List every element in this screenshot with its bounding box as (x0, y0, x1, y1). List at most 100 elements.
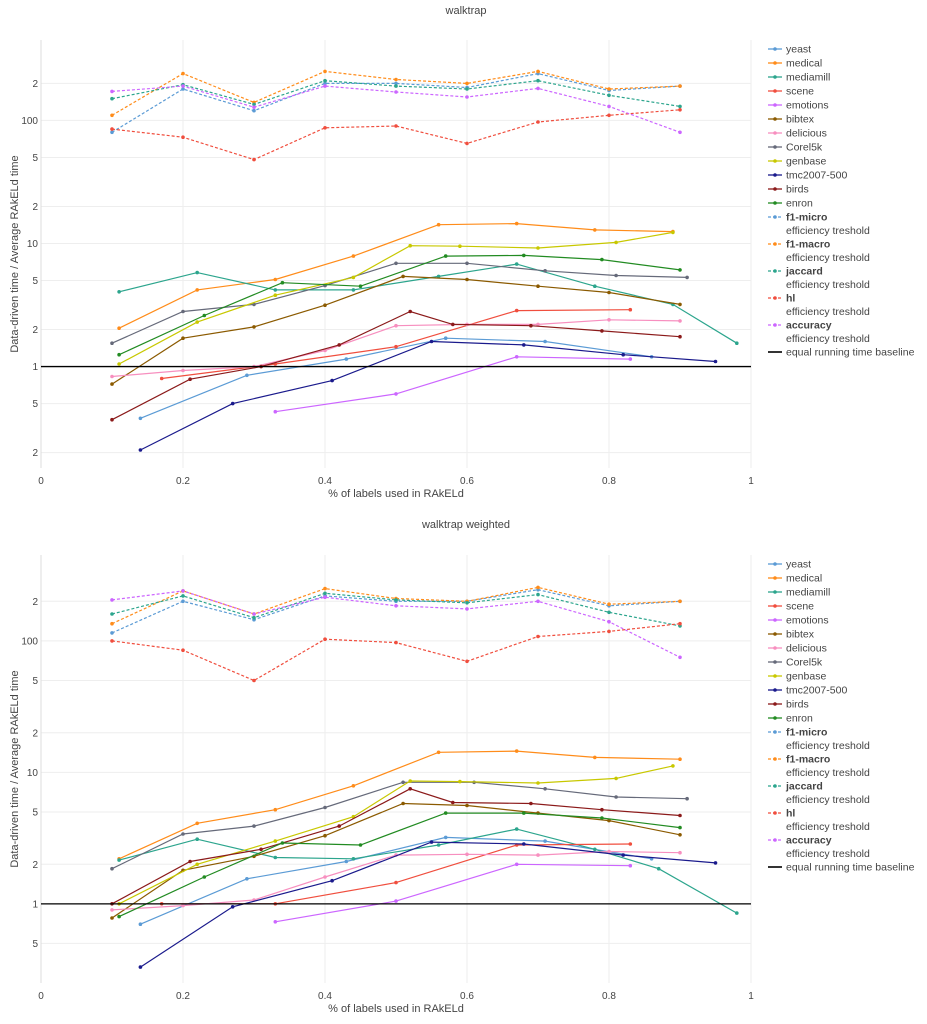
legend-item-corel5k[interactable]: Corel5k (768, 142, 823, 154)
legend-item-emotions[interactable]: emotions (768, 615, 829, 627)
y-axis-label: Data-driven time / Average RAkELd time (9, 670, 21, 867)
series-birds (110, 787, 682, 906)
data-point (358, 843, 363, 847)
data-point (181, 84, 185, 88)
legend-item-scene[interactable]: scene (768, 86, 814, 98)
y-axis-label: Data-driven time / Average RAkELd time (9, 155, 21, 352)
data-point (607, 113, 611, 118)
legend-item-genbase[interactable]: genbase (768, 156, 826, 168)
data-point (451, 800, 455, 805)
legend-item-bibtex[interactable]: bibtex (768, 114, 815, 126)
x-tick-label: 0.6 (460, 991, 474, 1002)
data-point (252, 302, 256, 307)
data-point (536, 120, 540, 124)
y-tick-label: 1 (32, 899, 38, 910)
legend-marker (773, 187, 777, 191)
legend-item-equal-running-time-baseline[interactable]: equal running time baseline (768, 862, 915, 874)
data-point (273, 293, 278, 298)
data-point (607, 318, 611, 322)
legend-item-emotions[interactable]: emotions (768, 100, 829, 112)
data-point (117, 914, 121, 919)
legend-item-delicious[interactable]: delicious (768, 643, 827, 655)
legend-item-corel5k[interactable]: Corel5k (768, 657, 823, 669)
data-point (401, 801, 405, 806)
y-tick-label: 5 (32, 939, 38, 950)
legend-item-scene[interactable]: scene (768, 601, 814, 613)
data-point (323, 833, 327, 838)
data-point (195, 320, 199, 324)
y-tick-label: 2 (32, 448, 38, 459)
legend-label: medical (786, 58, 822, 70)
data-point (110, 916, 114, 920)
data-point (678, 268, 682, 272)
data-point (252, 108, 256, 113)
data-point (671, 230, 675, 235)
legend-item-yeast[interactable]: yeast (768, 559, 811, 571)
series-mediamill (117, 827, 739, 915)
data-point (323, 81, 327, 86)
data-point (436, 222, 441, 227)
data-point (458, 244, 462, 248)
data-point (628, 863, 633, 868)
legend-item-delicious[interactable]: delicious (768, 128, 827, 140)
data-point (678, 319, 682, 323)
data-point (600, 257, 604, 262)
legend-label: hl (786, 808, 795, 820)
legend-item-enron[interactable]: enron (768, 198, 813, 210)
data-point (522, 343, 526, 347)
data-point (607, 93, 611, 98)
legend-item-bibtex[interactable]: bibtex (768, 629, 815, 641)
legend-item-medical[interactable]: medical (768, 58, 822, 70)
legend-item-tmc2007-500[interactable]: tmc2007-500 (768, 170, 847, 182)
legend-item-mediamill[interactable]: mediamill (768, 72, 830, 84)
series-line (111, 109, 681, 161)
legend-item-birds[interactable]: birds (768, 699, 809, 711)
legend-label: birds (786, 699, 809, 711)
legend-item-medical[interactable]: medical (768, 573, 822, 585)
legend-marker (773, 323, 777, 327)
data-point (181, 648, 185, 652)
data-point (536, 322, 540, 327)
data-point (181, 135, 185, 139)
legend-item-mediamill[interactable]: mediamill (768, 587, 830, 599)
series-line (275, 356, 631, 413)
legend-item-genbase[interactable]: genbase (768, 671, 826, 683)
series-line (118, 254, 681, 356)
legend-label: hl (786, 293, 795, 305)
legend-item-equal-running-time-baseline[interactable]: equal running time baseline (768, 347, 915, 359)
data-point (110, 341, 114, 346)
legend-item-yeast[interactable]: yeast (768, 44, 811, 56)
legend-marker (773, 242, 777, 246)
data-point (536, 599, 540, 604)
data-point (280, 280, 285, 285)
legend-item-birds[interactable]: birds (768, 184, 809, 196)
legend-marker (773, 215, 777, 219)
data-point (245, 373, 249, 378)
legend-label: f1-micro (786, 212, 827, 224)
legend-marker (773, 730, 777, 734)
legend-item-tmc2007-500[interactable]: tmc2007-500 (768, 685, 847, 697)
data-point (323, 78, 327, 83)
data-point (394, 77, 398, 82)
data-point (465, 803, 469, 808)
legend-item-enron[interactable]: enron (768, 713, 813, 725)
y-tick-label: 5 (32, 399, 38, 410)
data-point (465, 607, 469, 611)
data-point (536, 592, 540, 597)
data-point (181, 589, 185, 593)
data-point (188, 859, 192, 864)
data-point (514, 355, 519, 359)
data-point (543, 339, 547, 344)
y-tick-label: 10 (27, 768, 39, 779)
